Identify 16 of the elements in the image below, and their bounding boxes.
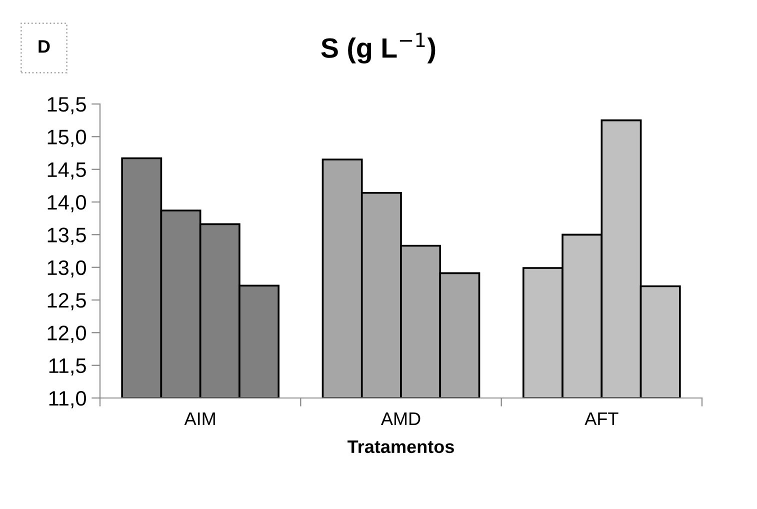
x-tick-label: AMD <box>380 412 420 425</box>
y-tick-label: 15,0 <box>48 130 86 147</box>
y-tick-label: 15,5 <box>48 97 86 114</box>
y-tick-label: 11,0 <box>49 391 86 408</box>
chart-title: S (g L$^{−1}$) <box>321 32 436 64</box>
x-tick-label: AFT <box>584 412 618 425</box>
y-tick-label: 14,0 <box>48 195 86 212</box>
y-tick-label: 12,0 <box>48 326 86 343</box>
x-axis-title: Tratamentos <box>348 440 454 454</box>
x-tick-label: AIM <box>184 412 215 425</box>
y-tick-label: 13,0 <box>48 260 86 278</box>
y-tick-label: 11,5 <box>49 358 86 376</box>
y-tick-label: 13,5 <box>48 228 86 245</box>
text: D <box>38 40 50 53</box>
y-tick-label: 14,5 <box>48 162 86 180</box>
y-tick-label: 12,5 <box>48 293 86 310</box>
